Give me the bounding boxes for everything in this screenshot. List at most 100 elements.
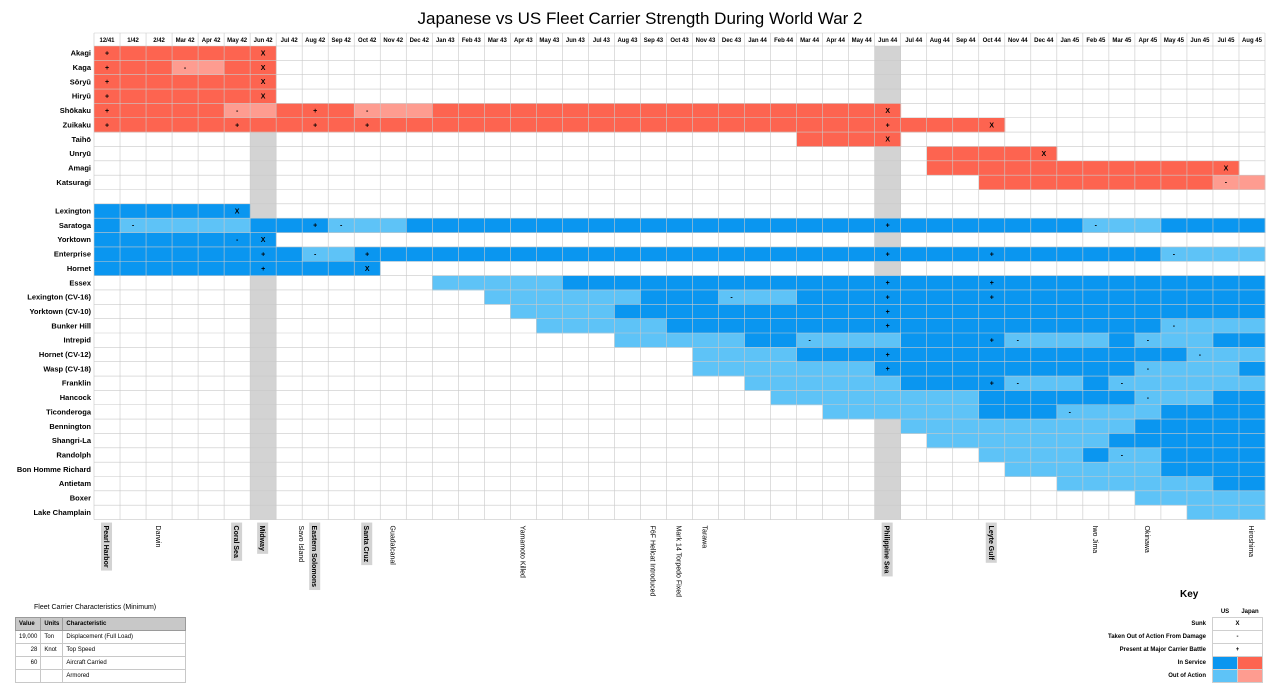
us-service-cell <box>120 261 147 276</box>
event-mark: X <box>989 122 994 129</box>
us-service-cell <box>874 318 902 334</box>
event-label: Savo Island <box>297 526 304 563</box>
us-service-cell <box>770 246 797 262</box>
us-service-cell <box>588 318 615 334</box>
us-service-cell <box>718 318 745 334</box>
key-label-battle: Present at Major Carrier Battle <box>1119 647 1207 653</box>
month-label: Jan 43 <box>436 38 455 44</box>
us-service-cell <box>120 246 147 262</box>
us-service-cell <box>822 275 850 291</box>
us-service-cell <box>1082 419 1110 434</box>
japan-service-cell <box>874 117 902 133</box>
japan-service-cell <box>848 117 876 133</box>
japan-service-cell <box>432 103 459 119</box>
us-service-cell <box>1212 304 1240 320</box>
month-label: Oct 43 <box>670 38 689 44</box>
us-service-cell <box>926 433 954 449</box>
month-label: Nov 44 <box>1008 38 1028 44</box>
us-service-cell <box>926 333 954 348</box>
us-service-cell <box>172 232 199 248</box>
us-service-cell <box>588 289 615 305</box>
us-service-cell <box>1082 246 1110 262</box>
japan-service-cell <box>1134 175 1162 190</box>
japan-service-cell <box>822 117 850 133</box>
japan-service-cell <box>380 117 407 133</box>
japan-service-cell <box>1108 160 1136 176</box>
us-service-cell <box>744 289 771 305</box>
us-service-cell <box>1082 304 1110 320</box>
event-mark: + <box>886 251 890 258</box>
month-label: Sep 42 <box>332 38 352 44</box>
us-service-cell <box>952 376 980 391</box>
month-label: Jul 45 <box>1217 38 1235 44</box>
event-annotation: Hiroshima <box>1247 526 1254 558</box>
us-ship-name: Randolph <box>56 450 91 459</box>
us-service-cell <box>1238 304 1266 320</box>
us-service-cell <box>562 275 589 291</box>
event-annotation: Yamamoto Killed <box>518 526 525 579</box>
us-service-cell <box>1004 447 1032 463</box>
event-mark: - <box>1147 395 1150 402</box>
japan-ship-name: Amagi <box>68 163 91 172</box>
month-label: Apr 44 <box>826 38 845 44</box>
us-service-cell <box>744 347 771 363</box>
us-service-cell <box>1108 462 1136 477</box>
event-label-box <box>881 522 893 577</box>
characteristics-row: 19,000 Ton Displacement (Full Load) <box>14 630 187 644</box>
us-service-cell <box>1212 246 1240 262</box>
japan-service-cell <box>198 117 225 133</box>
month-label: Aug 44 <box>930 38 951 44</box>
japan-service-cell <box>1082 160 1110 176</box>
event-annotation: Iwo Jima <box>1091 526 1098 554</box>
chart-title: Japanese vs US Fleet Carrier Strength Du… <box>417 9 863 28</box>
us-service-cell <box>1030 404 1058 420</box>
us-service-cell <box>1238 390 1266 406</box>
us-service-cell <box>1004 433 1032 449</box>
us-service-cell <box>1212 447 1240 463</box>
japan-service-cell <box>718 117 745 133</box>
japan-service-cell <box>978 117 1006 133</box>
us-service-cell <box>1030 447 1058 463</box>
month-label: Jun 42 <box>254 38 274 44</box>
us-service-cell <box>692 246 719 262</box>
us-service-cell <box>900 404 928 420</box>
us-service-cell <box>874 333 902 348</box>
us-service-cell <box>1056 390 1084 406</box>
us-service-cell <box>1108 289 1136 305</box>
event-annotation: Darwin <box>154 526 161 548</box>
event-mark: X <box>1041 151 1046 158</box>
event-label-box <box>231 522 243 561</box>
us-service-cell <box>1030 246 1058 262</box>
key-row-battle: Present at Major Carrier Battle + <box>1108 643 1264 657</box>
us-service-cell <box>900 289 928 305</box>
us-service-cell <box>744 333 771 348</box>
us-service-cell <box>874 275 902 291</box>
us-service-cell <box>952 361 980 377</box>
japan-service-cell <box>250 103 277 119</box>
event-annotation: Savo Island <box>297 526 304 563</box>
event-mark: + <box>990 381 994 388</box>
month-label: Feb 45 <box>1086 38 1106 44</box>
japan-service-cell <box>172 74 199 90</box>
japan-service-cell <box>458 103 485 119</box>
us-service-cell <box>1160 376 1188 391</box>
japan-service-cell <box>120 117 147 133</box>
japan-service-cell <box>146 103 173 119</box>
us-service-cell <box>1108 404 1136 420</box>
us-service-cell <box>1056 419 1084 434</box>
key-symbol-damaged: - <box>1212 630 1264 644</box>
event-label: Pearl Harbor <box>102 526 109 568</box>
japan-service-cell <box>198 46 225 61</box>
us-service-cell <box>94 232 121 248</box>
us-service-cell <box>874 218 902 233</box>
us-service-cell <box>1082 218 1110 233</box>
us-service-cell <box>1108 476 1136 492</box>
event-mark: - <box>1017 381 1020 388</box>
japan-service-cell <box>978 160 1006 176</box>
us-service-cell <box>588 304 615 320</box>
us-service-cell <box>120 218 147 233</box>
us-service-cell <box>1030 347 1058 363</box>
us-service-cell <box>822 218 850 233</box>
us-service-cell <box>1056 318 1084 334</box>
japan-ship-name: Zuikaku <box>63 120 92 129</box>
